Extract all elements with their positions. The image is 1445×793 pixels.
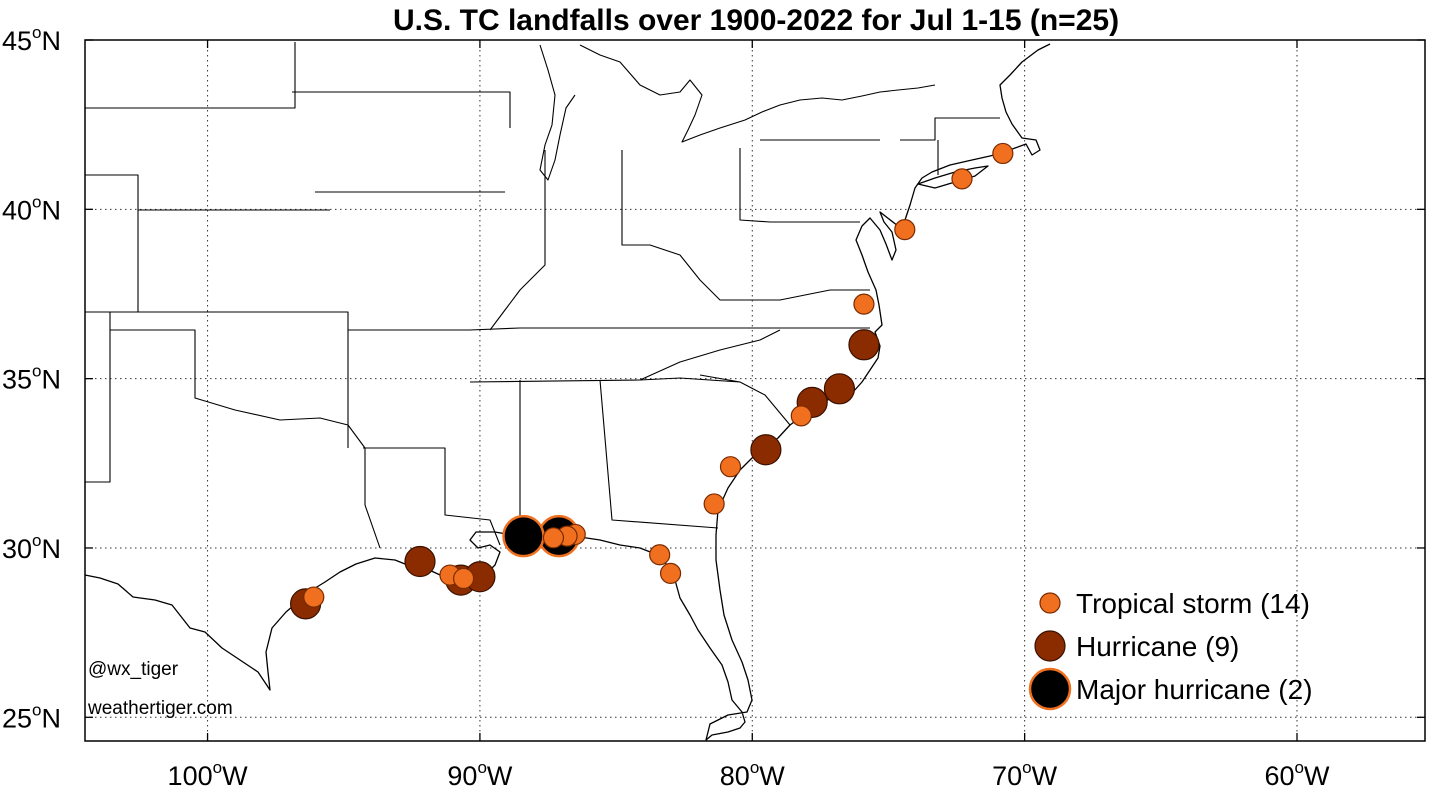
state-borders [85,42,1000,549]
credit-site: weathertiger.com [87,698,233,719]
legend-major-hurricane-label: Major hurricane (2) [1076,674,1313,705]
legend-hurricane-marker [1034,630,1066,662]
landfall-marker-ts [703,493,725,515]
lat-tick-label: 40oN [2,192,61,225]
lon-tick-label: 100oW [168,758,249,791]
landfall-marker-ts [719,456,742,478]
lon-tick-label: 70oW [992,758,1058,791]
landfall-markers [290,142,1014,620]
lat-tick-label: 30oN [2,531,61,564]
map-title: U.S. TC landfalls over 1900-2022 for Jul… [393,4,1119,37]
landfall-marker-ts [992,142,1014,165]
legend-tropical-storm-label: Tropical storm (14) [1076,588,1310,619]
legend-tropical-storm-marker [1039,592,1061,614]
credit-handle: @wx_tiger [88,659,179,680]
landfall-marker-hu [848,329,880,361]
landfall-marker-mh [502,514,545,558]
land-outline [84,42,1051,741]
lon-tick-label: 60oW [1264,758,1330,791]
landfall-marker-ts [303,586,325,608]
lat-tick-label: 25oN [2,700,61,733]
landfall-marker-ts [649,544,671,566]
axis-ticks: 100oW 90oW 80oW 70oW 60oW 25oN 30oN 35oN 40oN 45o… [2,23,1425,791]
great-lakes [539,44,936,181]
landfall-marker-hu [404,545,436,578]
long-island [917,165,989,189]
legend-hurricane-label: Hurricane (9) [1076,631,1239,662]
landfall-marker-ts [894,219,916,241]
lon-tick-label: 90oW [447,758,513,791]
us-coastline [84,43,1051,741]
lat-tick-label: 35oN [2,362,61,395]
landfall-marker-ts [659,562,682,584]
lon-tick-label: 80oW [720,758,786,791]
legend: Tropical storm (14) Hurricane (9) Major … [1028,588,1313,711]
landfall-marker-hu [823,373,856,405]
map-frame [84,39,1426,742]
lat-tick-label: 45oN [2,23,61,56]
landfall-marker-ts [790,405,812,427]
landfall-marker-hu [750,434,782,466]
legend-major-hurricane-marker [1028,667,1072,711]
landfall-marker-ts [542,527,565,549]
landfall-marker-ts [951,168,973,190]
landfall-marker-ts [853,293,875,315]
landfall-marker-ts [452,567,475,590]
